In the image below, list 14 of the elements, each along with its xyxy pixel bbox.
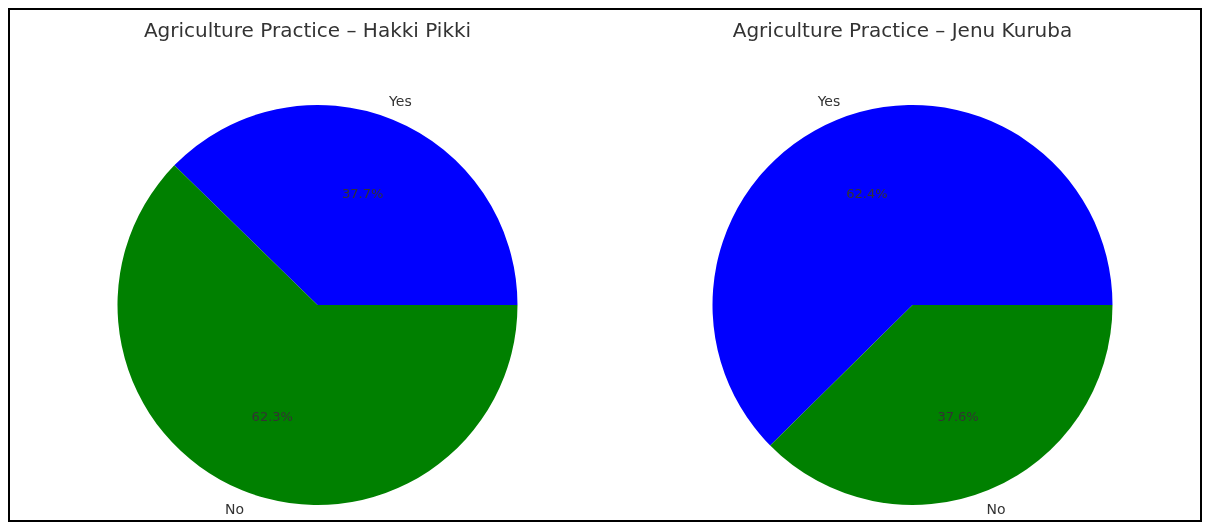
chart-title: Agriculture Practice – Hakki Pikki bbox=[142, 17, 473, 44]
slice-label: Yes bbox=[388, 93, 412, 110]
chart-title: Agriculture Practice – Jenu Kuruba bbox=[731, 17, 1074, 44]
slice-label: Yes bbox=[816, 93, 841, 110]
data-label: 62.4% bbox=[846, 186, 888, 202]
slice-label: No bbox=[986, 500, 1006, 517]
pie-slice bbox=[117, 165, 518, 505]
data-label: 37.6% bbox=[937, 408, 979, 424]
pie-slice bbox=[174, 105, 518, 305]
data-label: 37.7% bbox=[342, 186, 384, 202]
slice-label: No bbox=[225, 500, 245, 517]
pie-slice bbox=[770, 305, 1113, 505]
data-label: 62.3% bbox=[251, 408, 293, 424]
pie-slice bbox=[712, 105, 1113, 446]
